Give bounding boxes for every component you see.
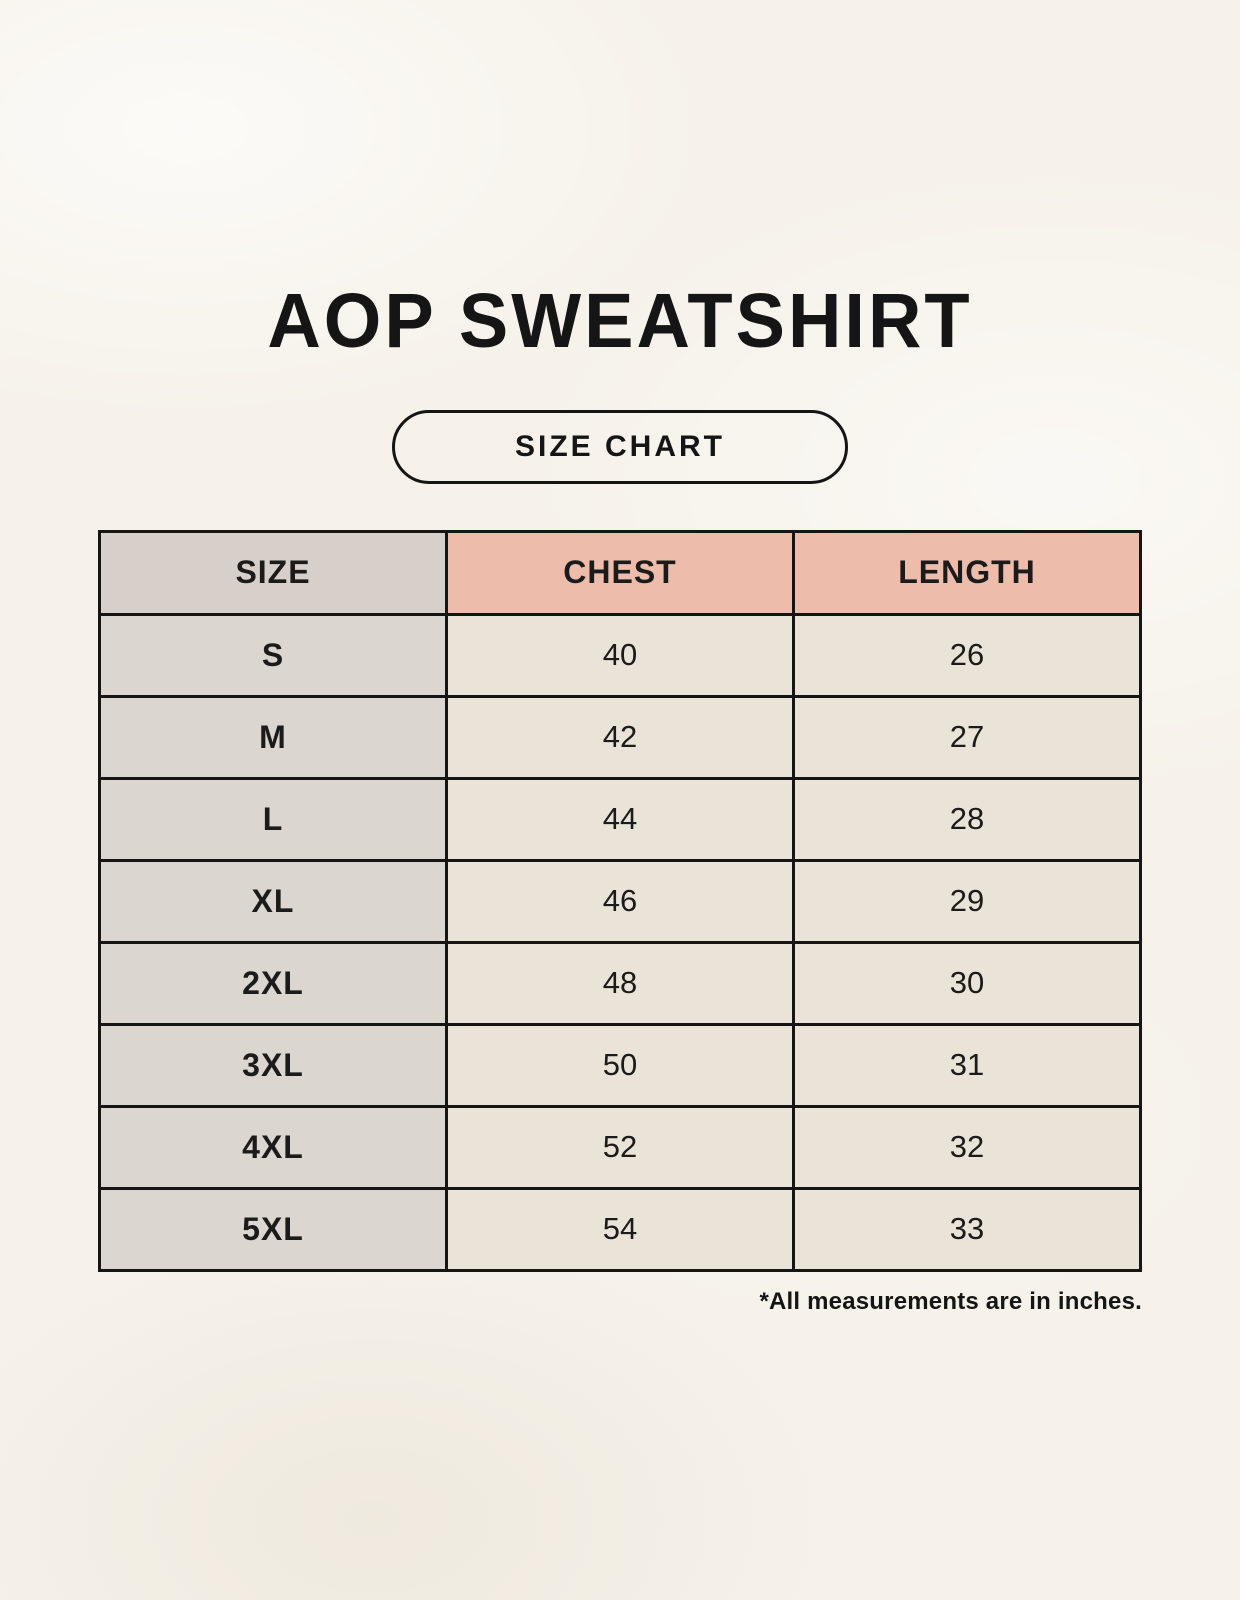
chest-value: 46 bbox=[445, 858, 795, 944]
length-value: 32 bbox=[792, 1104, 1142, 1190]
chest-value: 52 bbox=[445, 1104, 795, 1190]
table-row-3xl: 3XL 50 31 bbox=[98, 1022, 1142, 1108]
table-body: S 40 26 M 42 27 L 44 28 XL 46 29 2XL 48 bbox=[98, 612, 1142, 1272]
table-header-row: SIZE CHEST LENGTH bbox=[98, 529, 1142, 616]
size-label: 4XL bbox=[98, 1104, 448, 1190]
length-value: 31 bbox=[792, 1022, 1142, 1108]
column-header-length: LENGTH bbox=[792, 529, 1142, 616]
length-value: 30 bbox=[792, 940, 1142, 1026]
size-label: 3XL bbox=[98, 1022, 448, 1108]
size-label: 5XL bbox=[98, 1186, 448, 1272]
length-value: 26 bbox=[792, 612, 1142, 698]
table-row-4xl: 4XL 52 32 bbox=[98, 1104, 1142, 1190]
table-row-l: L 44 28 bbox=[98, 776, 1142, 862]
table-row-5xl: 5XL 54 33 bbox=[98, 1186, 1142, 1272]
size-label: 2XL bbox=[98, 940, 448, 1026]
chest-value: 50 bbox=[445, 1022, 795, 1108]
size-label: M bbox=[98, 694, 448, 780]
table-row-2xl: 2XL 48 30 bbox=[98, 940, 1142, 1026]
chest-value: 54 bbox=[445, 1186, 795, 1272]
column-header-size: SIZE bbox=[98, 529, 448, 616]
length-value: 33 bbox=[792, 1186, 1142, 1272]
page-title: AOP SWEATSHIRT bbox=[267, 277, 973, 364]
chest-value: 42 bbox=[445, 694, 795, 780]
chest-value: 40 bbox=[445, 612, 795, 698]
length-value: 29 bbox=[792, 858, 1142, 944]
size-label: XL bbox=[98, 858, 448, 944]
table-row-xl: XL 46 29 bbox=[98, 858, 1142, 944]
table-row-m: M 42 27 bbox=[98, 694, 1142, 780]
chest-value: 44 bbox=[445, 776, 795, 862]
size-chart-table: SIZE CHEST LENGTH S 40 26 M 42 27 L 44 2… bbox=[98, 529, 1142, 1272]
measurements-footnote: *All measurements are in inches. bbox=[759, 1287, 1142, 1315]
table-header: SIZE CHEST LENGTH bbox=[98, 529, 1142, 616]
size-label: L bbox=[98, 776, 448, 862]
badge-container: SIZE CHART bbox=[0, 409, 1240, 484]
column-header-chest: CHEST bbox=[445, 529, 795, 616]
size-chart-badge: SIZE CHART bbox=[392, 409, 848, 484]
chest-value: 48 bbox=[445, 940, 795, 1026]
size-chart-badge-label: SIZE CHART bbox=[515, 429, 725, 463]
size-label: S bbox=[98, 612, 448, 698]
length-value: 28 bbox=[792, 776, 1142, 862]
length-value: 27 bbox=[792, 694, 1142, 780]
table-row-s: S 40 26 bbox=[98, 612, 1142, 698]
